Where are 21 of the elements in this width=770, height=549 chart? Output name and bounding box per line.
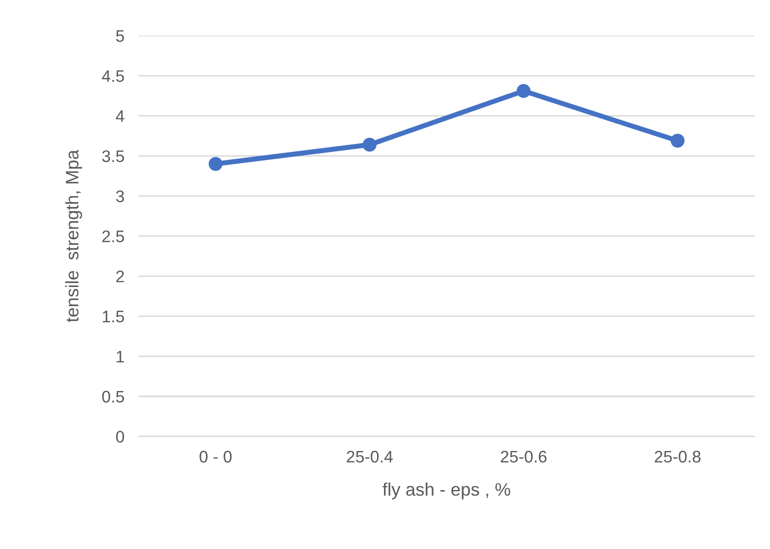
x-tick-label: 0 - 0 <box>200 450 232 463</box>
y-tick-label: 0 <box>116 430 124 443</box>
y-tick-label: 2.5 <box>102 230 124 242</box>
y-tick-label: 3.5 <box>102 150 124 162</box>
y-tick-label: 4.5 <box>102 70 124 82</box>
x-axis-title: fly ash - eps , % <box>382 482 510 500</box>
y-tick-label: 1.5 <box>102 310 124 322</box>
point <box>362 138 377 152</box>
y-tick-label: 3 <box>116 190 124 202</box>
x-tick-label: 25-0.6 <box>500 450 546 463</box>
point <box>670 134 685 148</box>
y-tick-label: 2 <box>116 270 124 282</box>
point <box>208 156 223 171</box>
point <box>516 84 531 98</box>
y-axis-title: tensile strength, Mpa <box>65 150 82 322</box>
y-tick-label: 0.5 <box>102 390 124 403</box>
y-tick-label: 5 <box>116 30 124 42</box>
y-tick-label: 4 <box>116 110 124 122</box>
x-tick-label: 25-0.4 <box>346 450 393 463</box>
x-tick-label: 25-0.8 <box>654 450 701 463</box>
y-tick-label: 1 <box>116 350 124 362</box>
